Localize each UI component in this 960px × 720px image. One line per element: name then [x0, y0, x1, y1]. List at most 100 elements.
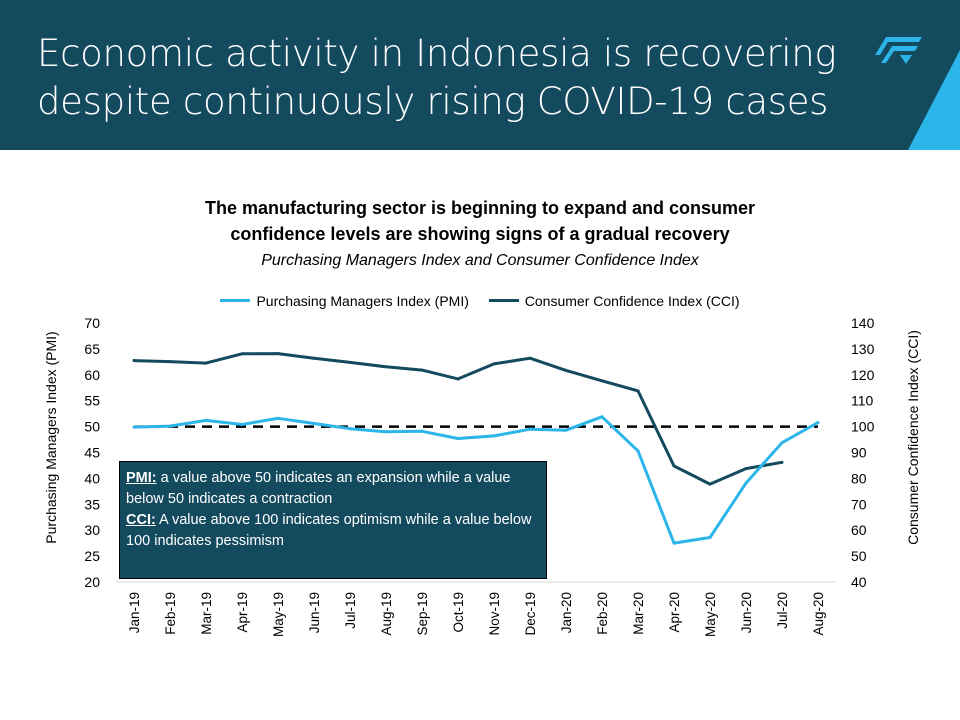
cci-note: CCI: A value above 100 indicates optimis…	[126, 512, 531, 549]
x-tick-label: May-20	[703, 592, 718, 637]
pmi-data-point	[132, 425, 136, 429]
x-tick-label: May-19	[271, 592, 286, 637]
pmi-note: PMI: a value above 50 indicates an expan…	[126, 470, 511, 507]
legend-item-pmi: Purchasing Managers Index (PMI)	[220, 292, 469, 309]
cci-note-text: A value above 100 indicates optimism whi…	[126, 512, 532, 549]
legend-swatch	[488, 299, 519, 302]
cci-data-point	[132, 359, 136, 363]
y-left-tick-label: 60	[84, 367, 100, 383]
cci-data-point	[276, 352, 280, 356]
x-tick-label: Sep-19	[415, 592, 430, 636]
pmi-data-point	[240, 423, 244, 427]
legend-label: Consumer Confidence Index (CCI)	[524, 292, 740, 309]
pmi-data-point	[456, 437, 460, 441]
cci-data-point	[456, 377, 460, 381]
pmi-data-point	[564, 428, 568, 432]
pmi-note-text: a value above 50 indicates an expansion …	[126, 470, 511, 507]
pmi-data-point	[492, 434, 496, 438]
pmi-data-point	[636, 449, 640, 453]
pmi-data-point	[204, 418, 208, 422]
brand-logo-icon	[875, 37, 922, 64]
legend-item-cci: Consumer Confidence Index (CCI)	[488, 292, 740, 309]
pmi-series-line	[133, 415, 819, 545]
cci-data-point	[384, 365, 388, 369]
legend: Purchasing Managers Index (PMI) Consumer…	[0, 289, 960, 309]
y-right-tick-label: 90	[851, 445, 867, 461]
y-left-tick-label: 40	[84, 470, 100, 486]
x-tick-label: Jun-19	[307, 592, 322, 633]
x-tick-label: Oct-19	[451, 592, 466, 633]
y-right-tick-label: 80	[851, 470, 867, 486]
page-title: Economic activity in Indonesia is recove…	[37, 30, 837, 126]
title-line-1: Economic activity in Indonesia is recove…	[37, 32, 837, 75]
y-right-tick-label: 100	[851, 419, 875, 435]
cci-data-point	[636, 389, 640, 393]
pmi-data-point	[708, 535, 712, 539]
y-right-tick-label: 60	[851, 522, 867, 538]
cci-note-label: CCI:	[126, 512, 156, 528]
cci-data-point	[420, 368, 424, 372]
accent-triangle	[908, 50, 960, 150]
pmi-note-label: PMI:	[126, 470, 157, 486]
chart-title: The manufacturing sector is beginning to…	[0, 195, 960, 247]
pmi-data-point	[384, 430, 388, 434]
y-right-tick-label: 130	[851, 341, 875, 357]
cci-data-point	[744, 467, 748, 471]
pmi-data-point	[672, 541, 676, 545]
y-right-tick-label: 50	[851, 548, 867, 564]
y-left-tick-label: 35	[84, 496, 100, 512]
cci-data-point	[240, 352, 244, 356]
y-right-tick-label: 40	[851, 574, 867, 590]
cci-data-point	[492, 362, 496, 366]
pmi-data-point	[420, 429, 424, 433]
x-tick-label: Mar-19	[199, 592, 214, 635]
x-tick-label: Mar-20	[631, 592, 646, 635]
x-tick-label: Jul-19	[343, 592, 358, 629]
y-left-tick-label: 70	[84, 315, 100, 331]
legend-swatch	[220, 299, 251, 302]
y-right-tick-label: 70	[851, 496, 867, 512]
y-right-tick-label: 110	[851, 393, 874, 409]
pmi-data-point	[276, 416, 280, 420]
note-box: PMI: a value above 50 indicates an expan…	[119, 461, 547, 579]
cci-data-point	[780, 460, 784, 464]
cci-data-point	[168, 360, 172, 364]
chart-title-line-1: The manufacturing sector is beginning to…	[204, 198, 756, 218]
chart-subtitle: Purchasing Managers Index and Consumer C…	[261, 252, 699, 269]
cci-data-point	[564, 368, 568, 372]
cci-data-point	[672, 464, 676, 468]
legend-label: Purchasing Managers Index (PMI)	[256, 292, 469, 309]
pmi-data-point	[168, 424, 172, 428]
x-tick-label: Apr-20	[667, 592, 682, 633]
pmi-data-point	[744, 481, 748, 485]
x-tick-label: Aug-19	[379, 592, 394, 636]
cci-data-point	[312, 356, 316, 360]
header-decoration	[875, 37, 960, 150]
chart-title-line-2: confidence levels are showing signs of a…	[230, 224, 730, 244]
x-tick-label: Apr-19	[235, 592, 250, 633]
x-tick-label: Jun-20	[739, 592, 754, 633]
header-bar	[0, 0, 960, 150]
y-left-tick-label: 45	[84, 445, 100, 461]
x-tick-label: Nov-19	[487, 592, 502, 636]
x-tick-label: Feb-19	[163, 592, 178, 635]
y-left-axis-label: Purchasing Managers Index (PMI)	[43, 331, 59, 543]
y-left-tick-label: 65	[84, 341, 100, 357]
pmi-data-point	[816, 420, 820, 424]
x-tick-label: Jan-20	[559, 592, 574, 633]
cci-data-point	[528, 356, 532, 360]
cci-data-point	[348, 360, 352, 364]
pmi-data-point	[780, 441, 784, 445]
pmi-data-point	[348, 427, 352, 431]
x-tick-label: Jan-19	[127, 592, 142, 633]
pmi-data-point	[312, 421, 316, 425]
x-tick-label: Jul-20	[775, 592, 790, 629]
y-left-tick-label: 50	[84, 419, 100, 435]
cci-data-point	[600, 379, 604, 383]
y-right-tick-label: 120	[851, 367, 875, 383]
pmi-data-point	[528, 427, 532, 431]
x-tick-label: Feb-20	[595, 592, 610, 635]
cci-data-point	[708, 482, 712, 486]
cci-data-point	[204, 361, 208, 365]
